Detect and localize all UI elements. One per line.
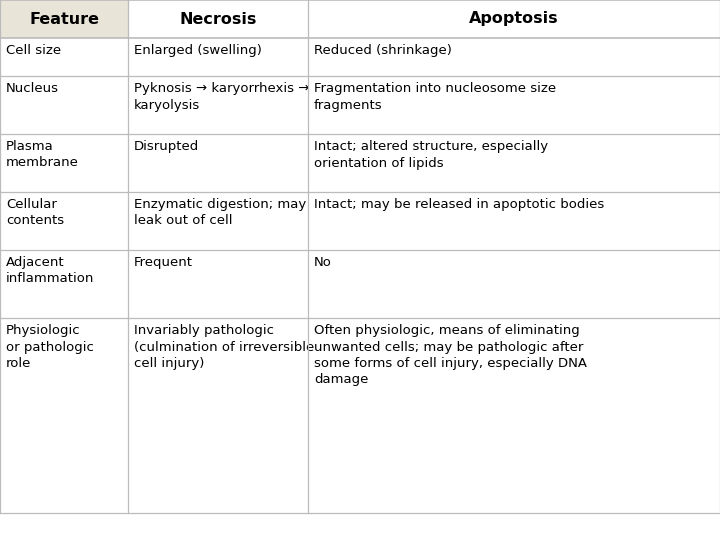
Text: Frequent: Frequent <box>134 256 193 269</box>
Text: Invariably pathologic
(culmination of irreversible
cell injury): Invariably pathologic (culmination of ir… <box>134 324 314 370</box>
Text: Cellular
contents: Cellular contents <box>6 198 64 227</box>
Bar <box>0 192 128 250</box>
Bar <box>128 134 308 192</box>
Bar <box>308 0 720 38</box>
Text: Fragmentation into nucleosome size
fragments: Fragmentation into nucleosome size fragm… <box>314 82 556 111</box>
Text: Plasma
membrane: Plasma membrane <box>6 140 78 170</box>
Text: Intact; may be released in apoptotic bodies: Intact; may be released in apoptotic bod… <box>314 198 604 211</box>
Text: Physiologic
or pathologic
role: Physiologic or pathologic role <box>6 324 94 370</box>
Bar <box>128 0 308 38</box>
Text: Reduced (shrinkage): Reduced (shrinkage) <box>314 44 451 57</box>
Text: Feature: Feature <box>29 11 99 26</box>
Bar <box>308 250 720 318</box>
Text: No: No <box>314 256 332 269</box>
Bar <box>308 318 720 513</box>
Bar <box>308 38 720 76</box>
Text: Disrupted: Disrupted <box>134 140 199 153</box>
Text: Enlarged (swelling): Enlarged (swelling) <box>134 44 262 57</box>
Text: Intact; altered structure, especially
orientation of lipids: Intact; altered structure, especially or… <box>314 140 548 170</box>
Text: Pyknosis → karyorrhexis →
karyolysis: Pyknosis → karyorrhexis → karyolysis <box>134 82 310 111</box>
Bar <box>308 192 720 250</box>
Bar <box>0 76 128 134</box>
Text: Adjacent
inflammation: Adjacent inflammation <box>6 256 94 286</box>
Bar <box>0 250 128 318</box>
Text: Nucleus: Nucleus <box>6 82 59 95</box>
Bar <box>0 38 128 76</box>
Text: Cell size: Cell size <box>6 44 61 57</box>
Text: Apoptosis: Apoptosis <box>469 11 559 26</box>
Bar <box>308 134 720 192</box>
Bar <box>0 318 128 513</box>
Bar <box>308 76 720 134</box>
Text: Enzymatic digestion; may
leak out of cell: Enzymatic digestion; may leak out of cel… <box>134 198 306 227</box>
Text: Often physiologic, means of eliminating
unwanted cells; may be pathologic after
: Often physiologic, means of eliminating … <box>314 324 587 387</box>
Bar <box>128 250 308 318</box>
Text: Necrosis: Necrosis <box>179 11 257 26</box>
Bar <box>128 192 308 250</box>
Bar <box>128 318 308 513</box>
Bar <box>128 76 308 134</box>
Bar <box>0 0 128 38</box>
Bar <box>128 38 308 76</box>
Bar <box>0 134 128 192</box>
